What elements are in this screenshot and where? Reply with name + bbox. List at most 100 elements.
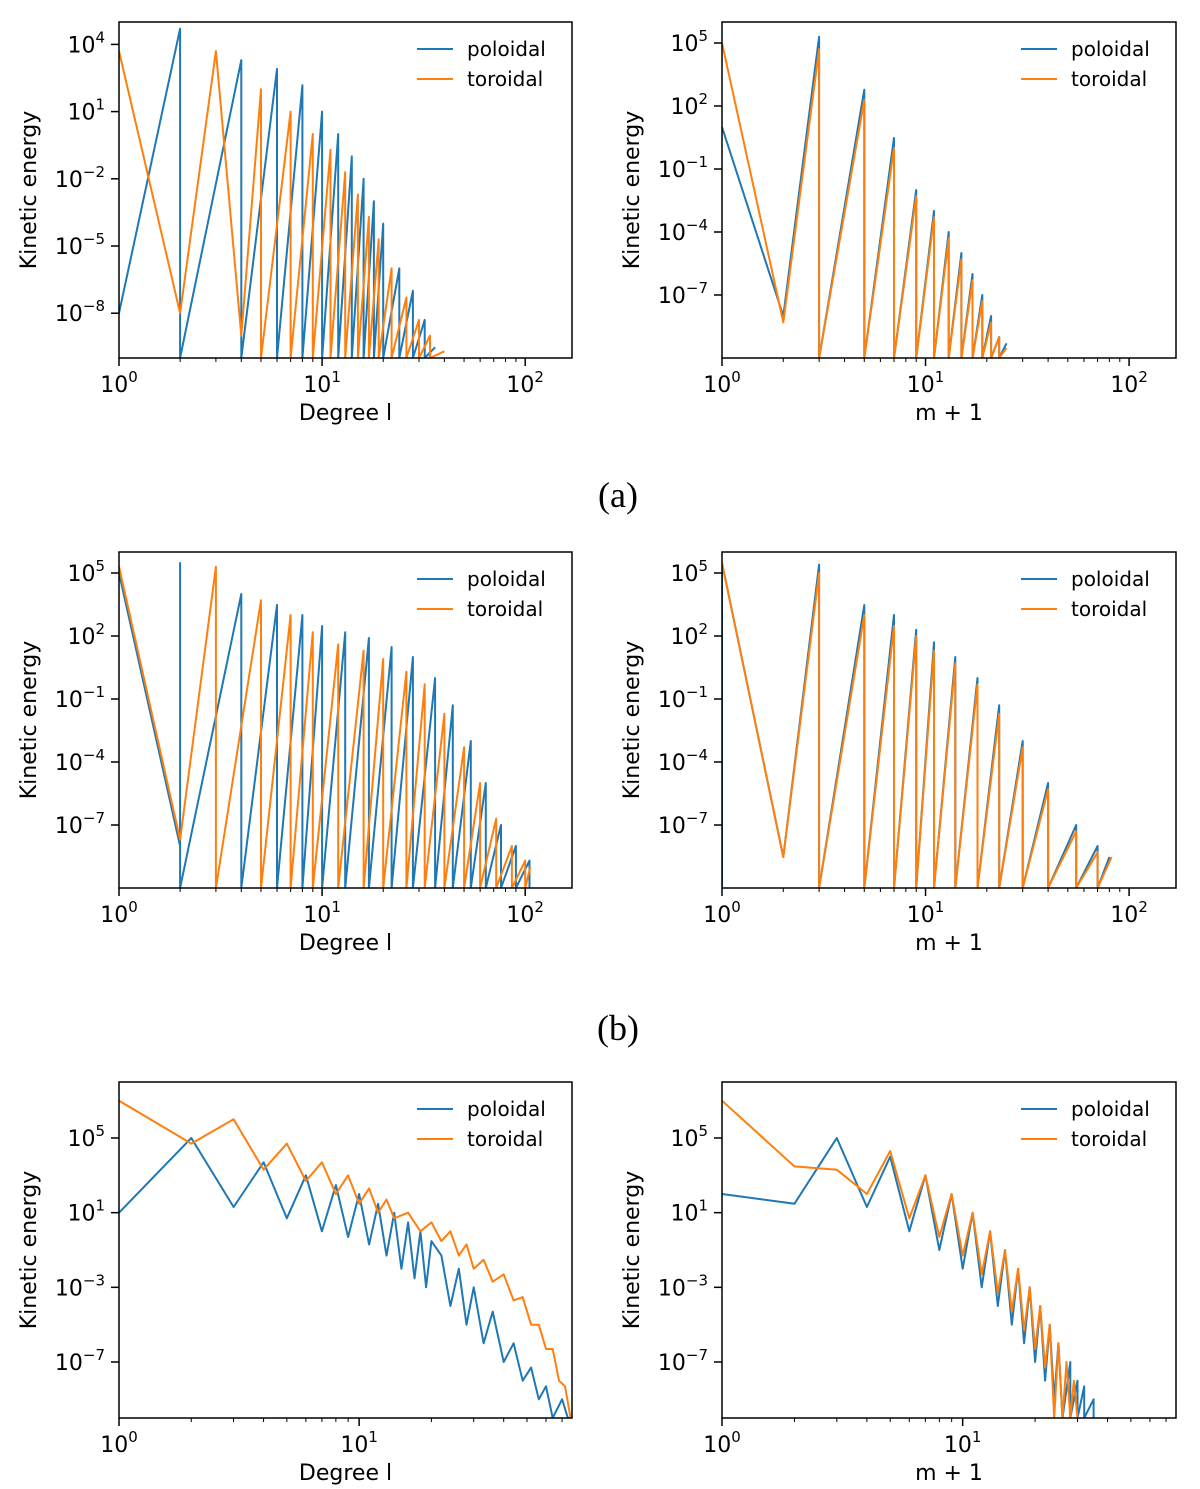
x-tick-label: 101	[907, 898, 945, 928]
y-tick-label: 101	[67, 1197, 105, 1227]
y-tick-label: 10−1	[658, 683, 708, 713]
legend-label-poloidal: poloidal	[1071, 567, 1150, 591]
legend-label-poloidal: poloidal	[467, 37, 546, 61]
x-tick-label: 101	[303, 898, 341, 928]
series-group	[119, 562, 532, 888]
y-tick-label: 105	[670, 1122, 708, 1152]
x-tick-label: 101	[340, 1428, 378, 1458]
y-tick-label: 101	[67, 96, 105, 126]
series-line-toroidal	[722, 562, 1113, 888]
y-tick-label: 10−4	[658, 746, 708, 776]
chart-panel-4: 100 101 105 101 10−3 10−7 Degree l Kinetic ener…	[17, 1081, 573, 1486]
series-group	[119, 1099, 572, 1418]
series-line-poloidal	[119, 1137, 572, 1418]
chart-panel-2: 100 101 102 105 102 10−1 10−4 10−7 Degree l Kinet…	[17, 551, 573, 956]
y-axis-label: Kinetic energy	[17, 641, 42, 800]
y-tick-label: 10−1	[658, 153, 708, 183]
caption-a: (a)	[598, 475, 638, 515]
x-axis-label: m + 1	[915, 931, 983, 956]
axes-frame	[721, 1081, 1177, 1419]
axes-frame	[721, 21, 1177, 359]
y-tick-label: 101	[670, 1197, 708, 1227]
x-tick-label: 100	[703, 368, 741, 398]
y-tick-label: 10−5	[55, 230, 105, 260]
x-tick-label: 102	[1110, 898, 1148, 928]
x-tick-label: 100	[100, 898, 138, 928]
legend-label-poloidal: poloidal	[467, 1097, 546, 1121]
series-line-toroidal	[119, 565, 532, 888]
y-axis-label: Kinetic energy	[620, 1171, 645, 1330]
axes-frame	[118, 21, 573, 359]
y-tick-label: 102	[670, 620, 708, 650]
series-group	[119, 27, 445, 358]
x-tick-label: 100	[703, 898, 741, 928]
x-axis-label: Degree l	[299, 931, 392, 956]
series-line-poloidal	[119, 562, 531, 888]
series-line-toroidal	[722, 1099, 1079, 1418]
y-axis-label: Kinetic energy	[620, 641, 645, 800]
x-tick-label: 102	[506, 898, 544, 928]
y-tick-label: 105	[670, 557, 708, 587]
series-group	[722, 1099, 1095, 1418]
legend-label-toroidal: toroidal	[1071, 67, 1147, 91]
axes-frame	[721, 551, 1177, 889]
y-axis-label: Kinetic energy	[17, 111, 42, 270]
chart-panel-0: 100 101 102 104 101 10−2 10−5 10−8 Degree l Kinet…	[17, 21, 573, 426]
series-line-poloidal	[722, 1137, 1095, 1418]
x-tick-label: 100	[100, 368, 138, 398]
series-group	[722, 562, 1113, 888]
y-axis-label: Kinetic energy	[17, 1171, 42, 1330]
x-tick-label: 101	[303, 368, 341, 398]
y-tick-label: 10−3	[55, 1271, 105, 1301]
chart-panel-3: 100 101 102 105 102 10−1 10−4 10−7 m + 1 Kinetic …	[620, 551, 1177, 956]
y-tick-label: 10−7	[55, 1346, 105, 1376]
series-line-toroidal	[722, 42, 1008, 358]
axes-frame	[118, 551, 573, 889]
series-line-toroidal	[119, 1099, 572, 1418]
y-tick-label: 104	[67, 28, 105, 58]
series-line-toroidal	[119, 50, 445, 358]
legend-label-toroidal: toroidal	[467, 597, 543, 621]
x-tick-label: 100	[100, 1428, 138, 1458]
x-tick-label: 101	[907, 368, 945, 398]
y-tick-label: 102	[670, 90, 708, 120]
chart-panel-5: 100 101 105 101 10−3 10−7 m + 1 Kinetic energy p…	[620, 1081, 1177, 1486]
y-tick-label: 10−8	[55, 297, 105, 327]
y-tick-label: 105	[67, 557, 105, 587]
x-tick-label: 101	[944, 1428, 982, 1458]
x-tick-label: 102	[1110, 368, 1148, 398]
y-tick-label: 10−7	[55, 809, 105, 839]
x-axis-label: Degree l	[299, 1461, 392, 1486]
caption-b: (b)	[597, 1008, 639, 1048]
series-line-poloidal	[119, 27, 436, 358]
y-tick-label: 102	[67, 620, 105, 650]
legend-label-poloidal: poloidal	[1071, 37, 1150, 61]
axes-frame	[118, 1081, 573, 1419]
y-tick-label: 10−3	[658, 1271, 708, 1301]
panels: 100 101 102 104 101 10−2 10−5 10−8 Degree l Kinet…	[17, 21, 1177, 1486]
y-tick-label: 10−7	[658, 809, 708, 839]
y-tick-label: 10−2	[55, 163, 105, 193]
x-axis-label: m + 1	[915, 1461, 983, 1486]
x-tick-label: 100	[703, 1428, 741, 1458]
legend-label-toroidal: toroidal	[467, 1127, 543, 1151]
legend-label-poloidal: poloidal	[1071, 1097, 1150, 1121]
y-tick-label: 10−4	[55, 746, 105, 776]
x-tick-label: 102	[506, 368, 544, 398]
legend-label-toroidal: toroidal	[467, 67, 543, 91]
y-tick-label: 10−7	[658, 279, 708, 309]
y-tick-label: 10−4	[658, 216, 708, 246]
series-group	[722, 35, 1008, 358]
y-tick-label: 10−7	[658, 1346, 708, 1376]
series-line-poloidal	[722, 35, 1008, 358]
y-tick-label: 105	[670, 27, 708, 57]
y-tick-label: 10−1	[55, 683, 105, 713]
y-tick-label: 105	[67, 1122, 105, 1152]
legend-label-toroidal: toroidal	[1071, 597, 1147, 621]
chart-panel-1: 100 101 102 105 102 10−1 10−4 10−7 m + 1 Kinetic …	[620, 21, 1177, 426]
y-axis-label: Kinetic energy	[620, 111, 645, 270]
legend-label-toroidal: toroidal	[1071, 1127, 1147, 1151]
legend-label-poloidal: poloidal	[467, 567, 546, 591]
x-axis-label: m + 1	[915, 401, 983, 426]
